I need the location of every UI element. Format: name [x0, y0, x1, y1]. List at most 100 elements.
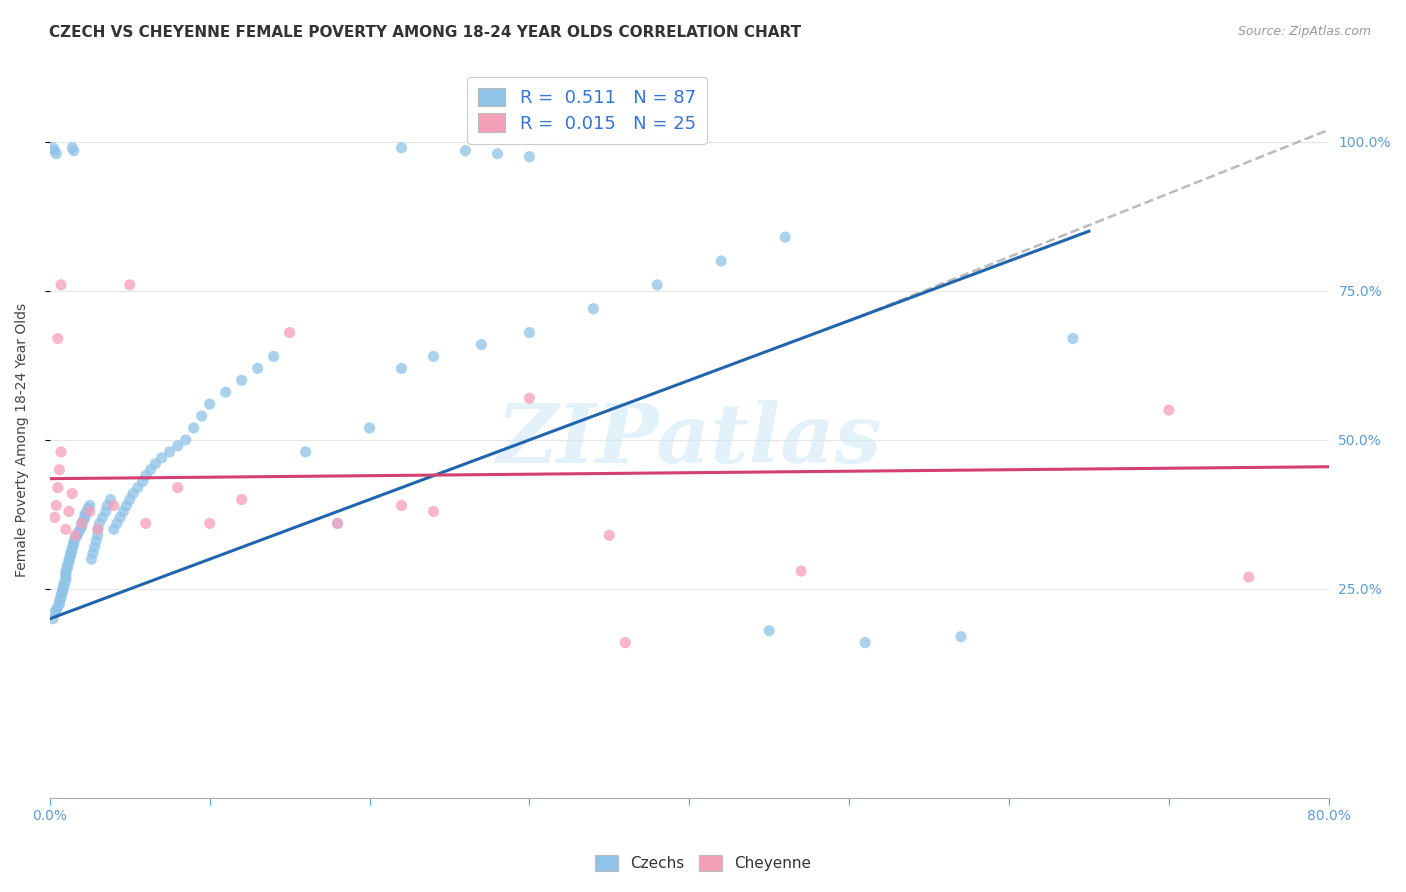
Point [55, 564, 77, 578]
Point [135, 468, 157, 483]
Point [294, 445, 316, 459]
Point [1157, 403, 1180, 417]
Point [159, 445, 181, 459]
Point [1237, 570, 1260, 584]
Point [139, 463, 162, 477]
Point [56, 561, 79, 575]
Point [46, 332, 69, 346]
Point [174, 433, 197, 447]
Point [79, 499, 101, 513]
Point [100, 492, 122, 507]
Point [44, 606, 66, 620]
Point [48, 463, 70, 477]
Point [59, 549, 82, 564]
Point [45, 499, 67, 513]
Point [614, 635, 637, 649]
Text: CZECH VS CHEYENNE FEMALE POVERTY AMONG 18-24 YEAR OLDS CORRELATION CHART: CZECH VS CHEYENNE FEMALE POVERTY AMONG 1… [49, 25, 801, 40]
Point [60, 540, 83, 554]
Point [198, 516, 221, 531]
Point [59, 546, 82, 560]
Legend: R =  0.511   N = 87, R =  0.015   N = 25: R = 0.511 N = 87, R = 0.015 N = 25 [467, 77, 707, 144]
Point [55, 573, 77, 587]
Point [853, 635, 876, 649]
Point [60, 141, 83, 155]
Point [391, 141, 413, 155]
Point [76, 504, 98, 518]
Point [62, 537, 84, 551]
Point [87, 528, 110, 542]
Point [112, 504, 135, 518]
Point [198, 397, 221, 411]
Point [46, 481, 69, 495]
Point [127, 481, 149, 495]
Point [326, 516, 349, 531]
Point [486, 146, 509, 161]
Point [62, 534, 84, 549]
Point [359, 421, 381, 435]
Point [42, 141, 65, 155]
Point [150, 450, 173, 465]
Point [582, 301, 605, 316]
Point [231, 373, 253, 387]
Point [143, 457, 166, 471]
Point [52, 582, 75, 596]
Point [69, 522, 91, 536]
Point [82, 546, 104, 560]
Point [70, 519, 93, 533]
Point [246, 361, 269, 376]
Point [190, 409, 212, 423]
Point [758, 624, 780, 638]
Point [56, 558, 79, 573]
Point [52, 585, 75, 599]
Point [391, 361, 413, 376]
Point [166, 481, 188, 495]
Point [790, 564, 813, 578]
Point [44, 144, 66, 158]
Point [105, 516, 128, 531]
Point [70, 516, 93, 531]
Y-axis label: Female Poverty Among 18-24 Year Olds: Female Poverty Among 18-24 Year Olds [15, 303, 30, 577]
Point [115, 499, 138, 513]
Point [231, 492, 253, 507]
Point [55, 570, 77, 584]
Point [48, 597, 70, 611]
Point [519, 150, 541, 164]
Point [91, 510, 114, 524]
Point [55, 567, 77, 582]
Point [46, 599, 69, 614]
Point [1062, 332, 1084, 346]
Point [73, 510, 96, 524]
Point [263, 350, 285, 364]
Point [77, 501, 100, 516]
Point [44, 510, 66, 524]
Point [62, 144, 84, 158]
Point [103, 499, 125, 513]
Point [55, 522, 77, 536]
Text: ZIPatlas: ZIPatlas [496, 400, 882, 480]
Point [72, 513, 94, 527]
Point [96, 499, 118, 513]
Point [645, 277, 668, 292]
Point [49, 445, 72, 459]
Point [65, 528, 87, 542]
Point [49, 591, 72, 605]
Point [598, 528, 620, 542]
Point [58, 555, 80, 569]
Point [70, 516, 93, 531]
Point [49, 277, 72, 292]
Point [710, 254, 733, 268]
Point [470, 337, 492, 351]
Point [48, 594, 70, 608]
Point [73, 508, 96, 522]
Point [60, 543, 83, 558]
Point [422, 504, 444, 518]
Point [87, 522, 110, 536]
Point [215, 385, 238, 400]
Point [45, 603, 67, 617]
Point [42, 612, 65, 626]
Point [65, 531, 87, 545]
Point [391, 499, 413, 513]
Point [94, 504, 117, 518]
Point [60, 486, 83, 500]
Point [45, 146, 67, 161]
